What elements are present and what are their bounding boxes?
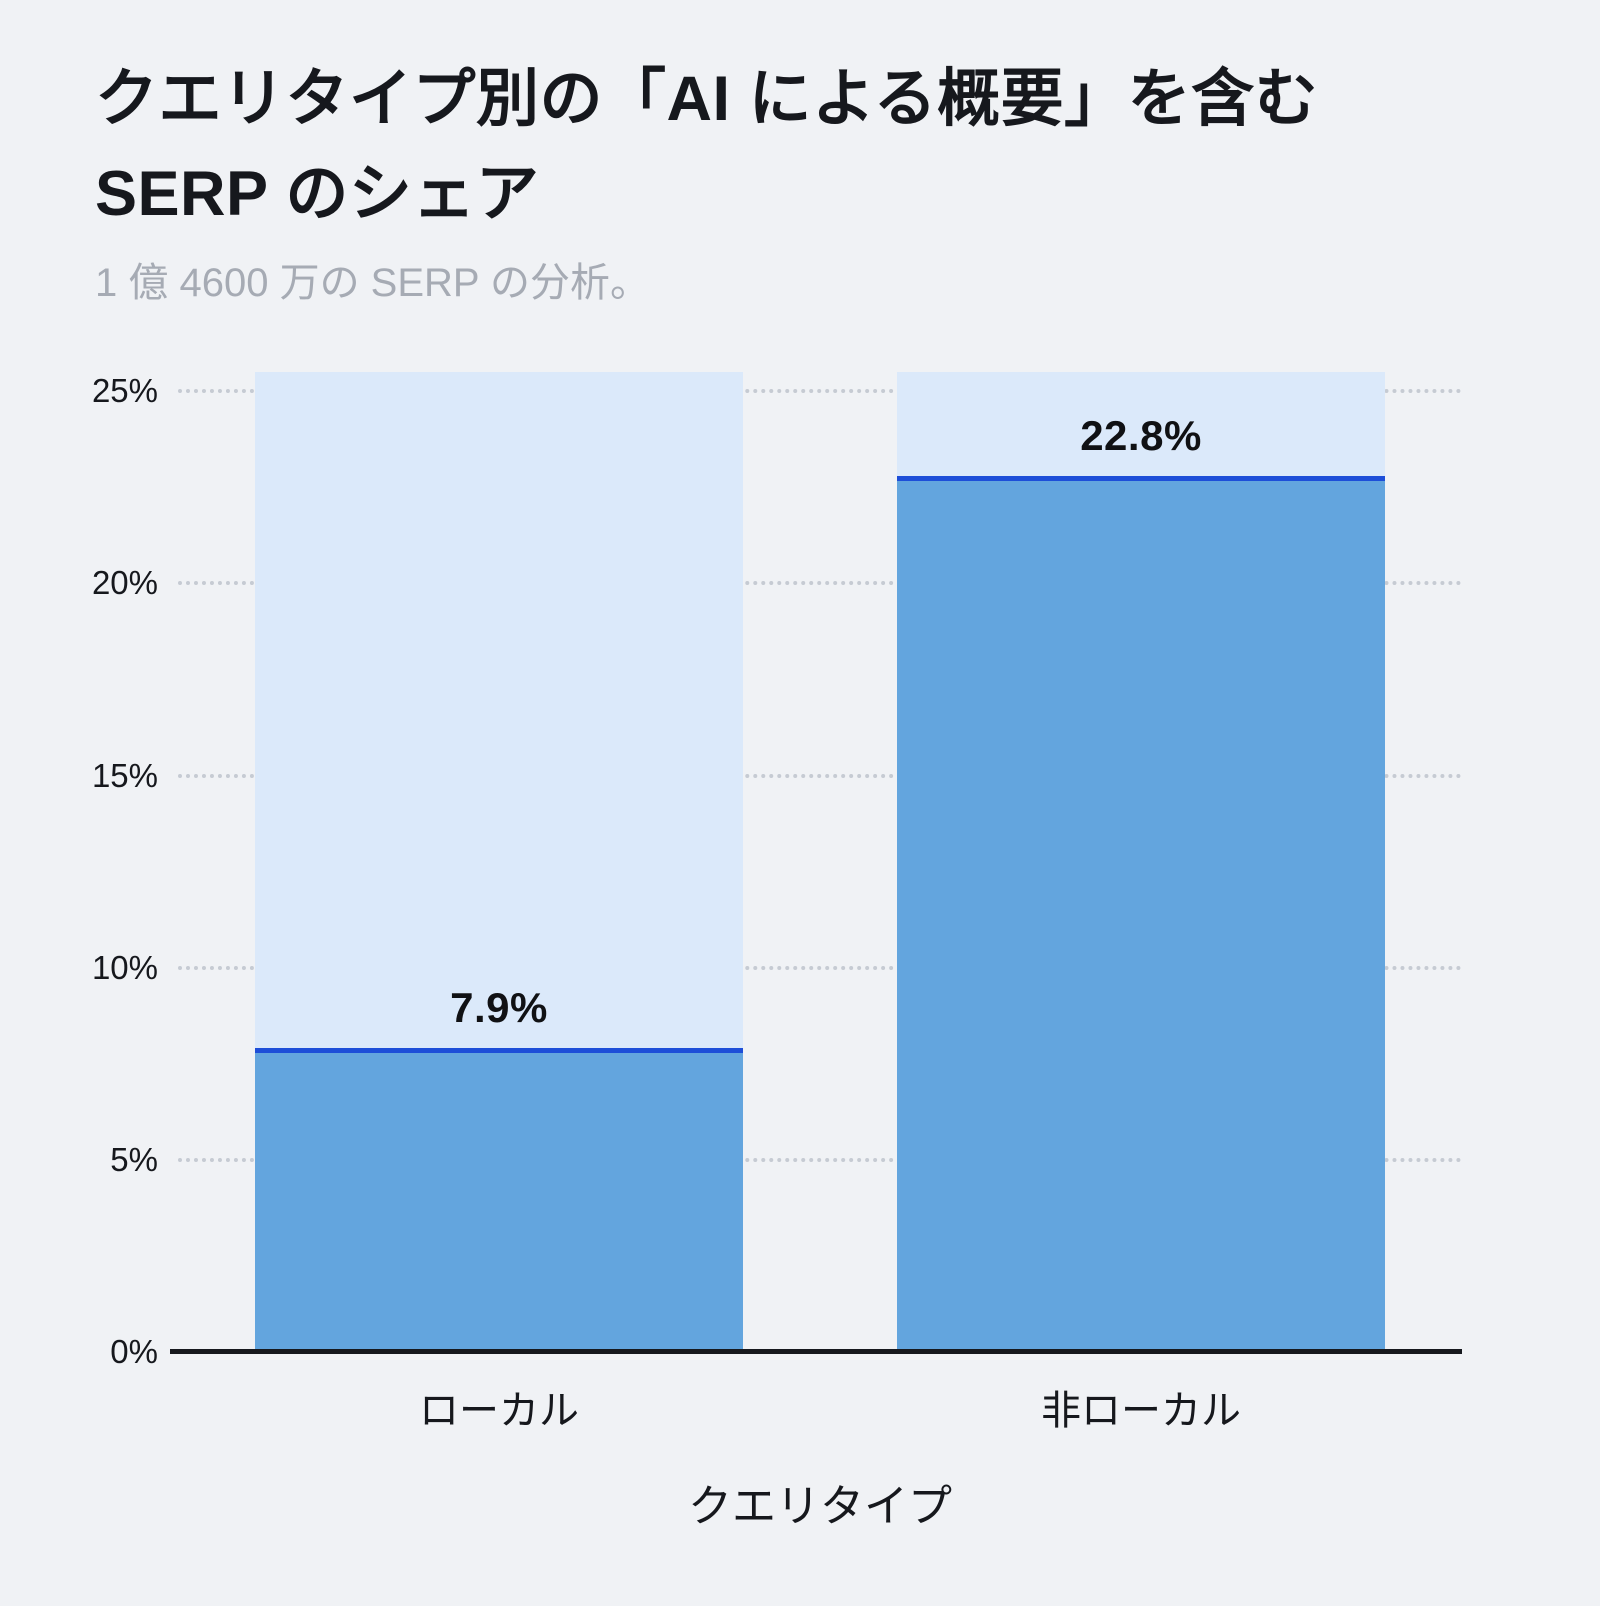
x-labels: ローカル 非ローカル [178,1378,1462,1436]
y-tick-label-0%: 0% [110,1333,158,1370]
bar-fill-2[interactable] [897,475,1385,1352]
bar-value-label-2: 22.8% [1080,411,1202,459]
x-category-label-2: 非ローカル [1041,1389,1241,1433]
y-tick-label-20%: 20% [91,564,158,602]
gridline-15% [178,773,1462,778]
chart-subtitle: 1 億 4600 万の SERP の分析。 [95,261,650,305]
y-tick-label-25%: 25% [91,372,158,410]
bar-fill-1[interactable] [255,1048,743,1352]
bar-group-2: 22.8% [820,372,1462,1352]
y-tick-label-10%: 10% [91,948,158,986]
x-axis-title: クエリタイプ [688,1482,952,1531]
gridline-20% [178,581,1462,586]
gridline-10% [178,965,1462,970]
gridline-5% [178,1157,1462,1162]
x-category-label-1: ローカル [419,1389,579,1433]
bars-layer: 7.9% 22.8% [178,372,1462,1352]
gridline-25% [178,389,1462,394]
plot-area: 7.9% 22.8% 0% 5% 10% 15% 20% 25% [92,372,1462,1370]
y-tick-label-5%: 5% [110,1140,158,1178]
y-tick-label-15%: 15% [91,756,158,794]
bar-group-1: 7.9% [178,372,820,1352]
x-axis-line [170,1349,1462,1354]
chart-title: クエリタイプ別の「AI による概要」を含む SERP のシェア [95,64,1319,229]
bar-value-label-1: 7.9% [450,984,548,1032]
